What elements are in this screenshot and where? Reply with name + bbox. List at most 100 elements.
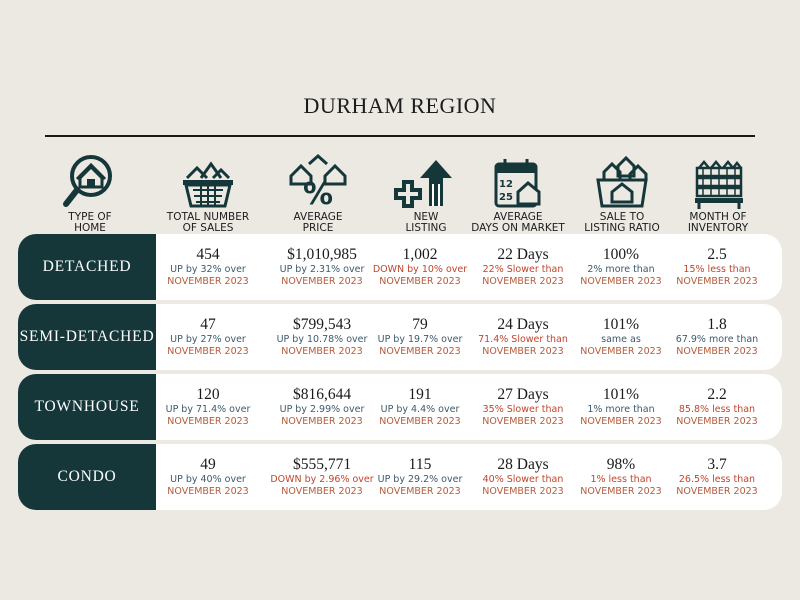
table-cell: 24 Days 71.4% Slower than NOVEMBER 2023 <box>470 304 576 370</box>
header-month-of-inventory: MONTH OF INVENTORY <box>668 148 768 234</box>
header-label: AVERAGE DAYS ON MARKET <box>471 211 565 234</box>
table-row: CONDO 49 UP by 40% over NOVEMBER 2023 $555,7… <box>18 444 782 510</box>
table-cell: $799,543 UP by 10.78% over NOVEMBER 2023 <box>262 304 382 370</box>
title-divider <box>45 135 755 137</box>
cell-change: 71.4% Slower than <box>478 334 568 345</box>
svg-text:12: 12 <box>499 179 513 190</box>
header-sale-to-listing: SALE TO LISTING RATIO <box>572 148 672 234</box>
cell-value: 1.8 <box>707 316 727 333</box>
cell-value: $799,543 <box>292 316 352 333</box>
table-cell: 1,002 DOWN by 10% over NOVEMBER 2023 <box>370 234 470 300</box>
table-cell: 101% same as NOVEMBER 2023 <box>570 304 672 370</box>
cell-period: NOVEMBER 2023 <box>167 486 249 497</box>
cell-value: 28 Days <box>497 456 549 473</box>
table-cell: 454 UP by 32% over NOVEMBER 2023 <box>158 234 258 300</box>
header-total-sales: TOTAL NUMBER OF SALES <box>158 148 258 234</box>
cell-value: 47 <box>200 316 216 333</box>
cell-change: UP by 19.7% over <box>377 334 463 345</box>
table-row: DETACHED 454 UP by 32% over NOVEMBER 2023 $1… <box>18 234 782 300</box>
table-cell: 22 Days 22% Slower than NOVEMBER 2023 <box>470 234 576 300</box>
cell-value: 1,002 <box>402 246 438 263</box>
header-label: MONTH OF INVENTORY <box>687 211 749 234</box>
cell-change: UP by 32% over <box>170 264 246 275</box>
cell-change: 15% less than <box>683 264 751 275</box>
cell-period: NOVEMBER 2023 <box>482 416 564 427</box>
cell-period: NOVEMBER 2023 <box>580 276 662 287</box>
table-cell: 2.2 85.8% less than NOVEMBER 2023 <box>668 374 766 440</box>
header-label: AVERAGE PRICE <box>293 211 343 234</box>
svg-text:25: 25 <box>499 192 513 203</box>
header-label: NEW LISTING <box>405 211 447 234</box>
header-type-of-home: TYPE OF HOME <box>40 148 140 234</box>
table-cell: 2.5 15% less than NOVEMBER 2023 <box>668 234 766 300</box>
cell-period: NOVEMBER 2023 <box>379 346 461 357</box>
cell-period: NOVEMBER 2023 <box>676 346 758 357</box>
header-days-on-market: 12 25 AVERAGE DAYS ON MARKET <box>468 148 568 234</box>
cell-period: NOVEMBER 2023 <box>281 486 363 497</box>
cell-period: NOVEMBER 2023 <box>379 416 461 427</box>
cell-value: $816,644 <box>292 386 352 403</box>
table-cell: 100% 2% more than NOVEMBER 2023 <box>570 234 672 300</box>
cell-change: DOWN by 2.96% over <box>270 474 374 485</box>
cell-change: UP by 71.4% over <box>165 404 251 415</box>
cell-change: DOWN by 10% over <box>372 264 468 275</box>
table-cell: $816,644 UP by 2.99% over NOVEMBER 2023 <box>262 374 382 440</box>
table-cell: 3.7 26.5% less than NOVEMBER 2023 <box>668 444 766 510</box>
table-cell: 47 UP by 27% over NOVEMBER 2023 <box>158 304 258 370</box>
cell-value: 2.2 <box>707 386 727 403</box>
table-cell: 1.8 67.9% more than NOVEMBER 2023 <box>668 304 766 370</box>
row-type-label: TOWNHOUSE <box>18 374 156 440</box>
header-label: TOTAL NUMBER OF SALES <box>166 211 250 234</box>
cell-value: $555,771 <box>292 456 352 473</box>
houses-cart-icon <box>596 156 648 208</box>
cell-change: UP by 27% over <box>170 334 246 345</box>
table-row: SEMI-DETACHED 47 UP by 27% over NOVEMBER 20… <box>18 304 782 370</box>
cell-value: 27 Days <box>497 386 549 403</box>
table-cell: 191 UP by 4.4% over NOVEMBER 2023 <box>370 374 470 440</box>
houses-basket-icon <box>183 161 233 208</box>
table-cell: 79 UP by 19.7% over NOVEMBER 2023 <box>370 304 470 370</box>
cell-period: NOVEMBER 2023 <box>281 346 363 357</box>
row-type-label: DETACHED <box>18 234 156 300</box>
cell-change: same as <box>601 334 641 345</box>
cell-period: NOVEMBER 2023 <box>580 486 662 497</box>
percent-houses-icon: % <box>289 154 347 210</box>
cell-change: 67.9% more than <box>675 334 759 345</box>
cell-value: 2.5 <box>707 246 727 263</box>
cell-period: NOVEMBER 2023 <box>676 416 758 427</box>
cell-value: $1,010,985 <box>287 246 357 263</box>
header-label: SALE TO LISTING RATIO <box>584 211 660 234</box>
page-title: DURHAM REGION <box>303 93 497 118</box>
cell-change: UP by 10.78% over <box>276 334 368 345</box>
row-type-label: SEMI-DETACHED <box>18 304 156 370</box>
cell-period: NOVEMBER 2023 <box>580 416 662 427</box>
cell-change: 2% more than <box>587 264 655 275</box>
cell-value: 79 <box>412 316 428 333</box>
cell-value: 115 <box>408 456 432 473</box>
cell-change: UP by 2.99% over <box>279 404 365 415</box>
house-magnifier-icon <box>63 155 112 207</box>
stacked-houses-icon <box>695 160 743 209</box>
cell-value: 191 <box>408 386 432 403</box>
cell-period: NOVEMBER 2023 <box>482 346 564 357</box>
cell-period: NOVEMBER 2023 <box>676 276 758 287</box>
cell-change: 85.8% less than <box>678 404 756 415</box>
cell-period: NOVEMBER 2023 <box>676 486 758 497</box>
cell-change: 22% Slower than <box>482 264 564 275</box>
cell-change: UP by 2.31% over <box>279 264 365 275</box>
cell-value: 3.7 <box>707 456 727 473</box>
cell-change: 35% Slower than <box>482 404 564 415</box>
cell-period: NOVEMBER 2023 <box>482 486 564 497</box>
table-cell: 120 UP by 71.4% over NOVEMBER 2023 <box>158 374 258 440</box>
header-new-listing: NEW LISTING <box>376 148 476 234</box>
table-cell: 28 Days 40% Slower than NOVEMBER 2023 <box>470 444 576 510</box>
table-cell: 115 UP by 29.2% over NOVEMBER 2023 <box>370 444 470 510</box>
cell-change: 1% more than <box>587 404 655 415</box>
svg-text:%: % <box>303 177 333 210</box>
cell-change: UP by 40% over <box>170 474 246 485</box>
cell-value: 100% <box>602 246 640 263</box>
cell-change: 26.5% less than <box>678 474 756 485</box>
cell-change: UP by 29.2% over <box>377 474 463 485</box>
cell-period: NOVEMBER 2023 <box>379 276 461 287</box>
cell-period: NOVEMBER 2023 <box>167 346 249 357</box>
